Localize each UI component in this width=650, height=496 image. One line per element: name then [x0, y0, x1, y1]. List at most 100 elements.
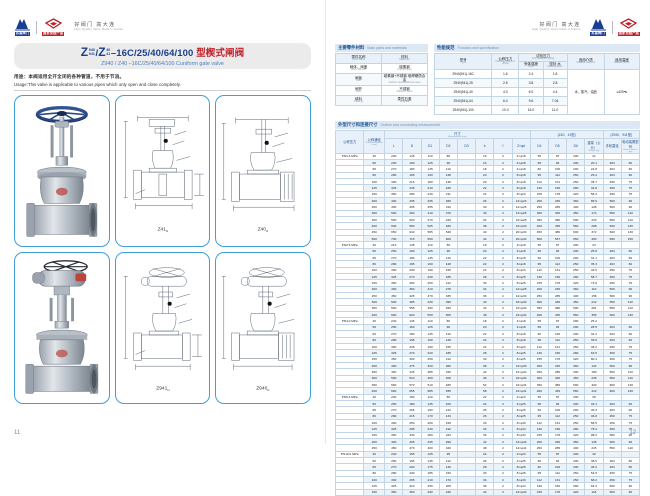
figure-caption-z940: Z940H	[257, 386, 270, 392]
dimensions-class-cell	[334, 349, 365, 357]
dimensions-value-cell: 60	[620, 336, 641, 344]
dimensions-value-cell: 42	[475, 488, 495, 496]
usage-cn: 用途：本阀适用全开全闭的各种管道，不用于节流。	[14, 74, 125, 79]
dimensions-value-cell	[456, 488, 477, 496]
functions-nominal-cell: 2.5	[491, 77, 520, 88]
table-row: 250 450 425 370 335 36 2 12×φ30 250 285 400 158 500 9…	[334, 292, 641, 300]
brand-slogan: 好阀门 高大连 High Quality Valve Made in Dalia…	[74, 22, 123, 32]
dimensions-value-cell: 90	[620, 361, 641, 370]
dimensions-value-cell: 75	[620, 418, 641, 427]
figure-caption-z40: Z40H	[258, 227, 268, 233]
brand-slogan-en: High Quality Valve Made in Dalian	[74, 27, 124, 32]
materials-material-cell: 柔性石墨 Graphite	[381, 94, 428, 106]
top-tables-row: 主要零件材料 Main parts and materials 零件名称 Par…	[335, 44, 641, 115]
table-row: 250 450 445 385 345 42 2 12×φ34 250 285 400 180 550 1…	[334, 368, 641, 376]
dimensions-class-cell	[334, 266, 365, 275]
dimensions-value-cell: 110	[620, 368, 641, 376]
dimensions-value-cell: 90	[620, 292, 641, 300]
table-row: PN4.0 MPa 40 240 145 110 80 18 2 4×φ18 55 87 200 25.…	[334, 317, 641, 325]
dimensions-class-cell	[334, 387, 365, 395]
dimensions-col-header: D6	[566, 137, 586, 154]
materials-material-cell: 碳素钢+不锈钢 堆焊硬质合金 Carbon steel+Stainless ste…	[381, 73, 428, 86]
figure-drawing-z940[interactable]: Z940H	[215, 252, 311, 404]
masthead-left: 苏高阀门 国家免检产品 好阀门 高大连 High Quality Valve M…	[14, 0, 311, 38]
figure-drawing-z941[interactable]: Z941H	[114, 252, 211, 404]
brand-slogan-cn: 好阀门 高大连	[74, 22, 116, 29]
logo-divider-right	[611, 20, 613, 34]
left-page: 苏高阀门 国家免检产品 好阀门 高大连 High Quality Valve M…	[0, 0, 325, 444]
figure-caption-z941: Z941H	[156, 386, 169, 392]
functions-col-temp: 适用温度 Suitable temp.	[603, 53, 641, 70]
dimensions-value-cell: 290	[420, 488, 440, 496]
table-row: 250 450 405 355 319 30 2 12×φ25 250 285 400 128 500 9…	[334, 203, 641, 211]
dimensions-class-cell	[334, 279, 365, 287]
functions-section-header: 性能规范 Function and specification	[434, 44, 640, 52]
dimensions-col-header: 手轮直径	[602, 137, 622, 154]
functions-shell-cell: 9.6	[518, 95, 544, 106]
functions-seal-cell: 7.04	[542, 95, 568, 106]
dimensions-col-header: 尺寸 Measurement (mm)	[384, 129, 531, 139]
dimensions-value-cell: 75	[620, 273, 641, 281]
dimensions-value-cell: 350	[384, 488, 404, 496]
dimensions-value-cell: 75	[620, 412, 641, 420]
table-row: 100 300 250 200 159 30 2 8×φ30 112 131 250 58.5 450 7…	[334, 418, 641, 427]
table-row: 填料 Packing 柔性石墨 Graphite	[335, 94, 428, 106]
masthead-right: 好阀门 高大连 High Quality Valve Made in Dalia…	[335, 0, 640, 38]
brand-slogan-en-right: High Quality Valve Made in Dalian	[531, 27, 581, 32]
company-logo-icon-right: 苏高阀门	[590, 18, 607, 37]
dimensions-class-cell	[334, 330, 365, 338]
dimensions-class-cell	[334, 254, 365, 262]
table-row: 125 325 270 220 185 28 2 8×φ25 130 150 280 63.5 450 7…	[334, 349, 641, 357]
table-row: 100 300 230 190 155 24 2 8×φ23 112 131 250 44.5 450 7…	[334, 266, 641, 275]
title-z-a: Z	[80, 44, 89, 59]
dimensions-class-cell	[334, 399, 365, 408]
dimensions-col-header: D4	[529, 137, 549, 154]
figure-photo-handwheel-gate-valve[interactable]	[14, 95, 110, 247]
dimensions-value-cell: 60	[620, 406, 641, 414]
table-row: 150 350 280 240 211 24 2 8×φ23 155 178 320 58.3 450 7…	[334, 190, 641, 198]
table-header-row: 型号 Type 公称压力 Nominal pressure (MPa) 试验压力…	[433, 53, 641, 70]
figure-drawing-z41[interactable]: Z41H	[114, 95, 211, 247]
dimensions-col-header: f	[493, 137, 513, 154]
logo-left-label: 苏高阀门	[14, 31, 31, 37]
dimensions-value-cell: 240	[438, 488, 458, 496]
dimensions-header-en: Outline and connecting measurement	[380, 122, 441, 127]
brand-slogan-cn-right: 好阀门 高大连	[539, 22, 581, 29]
dimensions-class-cell	[334, 336, 365, 344]
table-row: 阀体、阀盖 Body, Bonnet 碳素钢 Carbon steel	[335, 63, 428, 74]
product-title-band: Z 940 941/Z 40 41 –16C/25/40/64/100 型楔式闸阀 Z94…	[14, 43, 311, 69]
table-row: 400 600 655 585 535 58 2 16×φ41 400 435 560 412 600 1…	[334, 387, 641, 395]
dimensions-class-cell: PN6.4 MPa	[334, 393, 365, 401]
dimensions-value-cell: 75	[620, 279, 641, 287]
dimensions-class-cell	[334, 374, 365, 382]
dimensions-class-cell	[334, 425, 365, 433]
logo-right-label-right: 国家免检产品	[617, 31, 640, 37]
functions-seal-cell: 4.4	[542, 86, 568, 97]
dimensions-class-cell	[334, 323, 365, 332]
functions-type-cell: Z940(941)-25	[433, 77, 493, 88]
title-tail: –16C/25/40/64/100	[110, 47, 194, 59]
dimensions-value-cell: 60	[620, 260, 641, 268]
table-row: 200 400 375 320 282 38 2 12×φ30 200 230 360 124 500 9…	[334, 361, 641, 370]
figure-photo-electric-gate-valve[interactable]	[14, 252, 110, 404]
functions-col-shell: 壳体强度 Shell	[518, 60, 544, 70]
functions-shell-cell: 3.8	[518, 77, 544, 88]
table-row: PN6.4 MPa 40 240 150 110 80 22 2 4×φ23 55 87 200 28	[334, 393, 641, 401]
functions-header-en: Function and specification	[457, 46, 500, 50]
materials-part-cell: 填料 Packing	[335, 94, 382, 106]
dimensions-col-header: L	[384, 137, 404, 154]
table-row: 闸板 Disc 碳素钢+不锈钢 堆焊硬质合金 Carbon steel+Stainl…	[335, 73, 428, 86]
functions-nominal-cell: 6.4	[491, 95, 520, 106]
dimensions-value-cell: 75	[620, 266, 641, 275]
table-row: Z940(941)-100 10.0 15.0 11.0	[433, 104, 640, 115]
table-row: 400 600 620 550 505 48 2 16×φ34 400 435 560 356 600 1…	[334, 311, 641, 319]
functions-type-cell: Z940(941)-100	[433, 104, 493, 115]
dimensions-value-cell: 90	[620, 488, 641, 496]
functions-nominal-cell: 1.6	[491, 68, 520, 79]
dimensions-col-header: b	[475, 137, 495, 154]
table-header-row: 公称压力 公称通径 Nominal diameter (mm) 尺寸 Measureme…	[334, 129, 641, 154]
dimensions-class-cell	[334, 418, 365, 427]
dimensions-value-cell: 60	[620, 399, 641, 408]
dimensions-value-cell: 118	[584, 488, 604, 496]
figure-drawing-z40[interactable]: Z40H	[215, 95, 311, 247]
